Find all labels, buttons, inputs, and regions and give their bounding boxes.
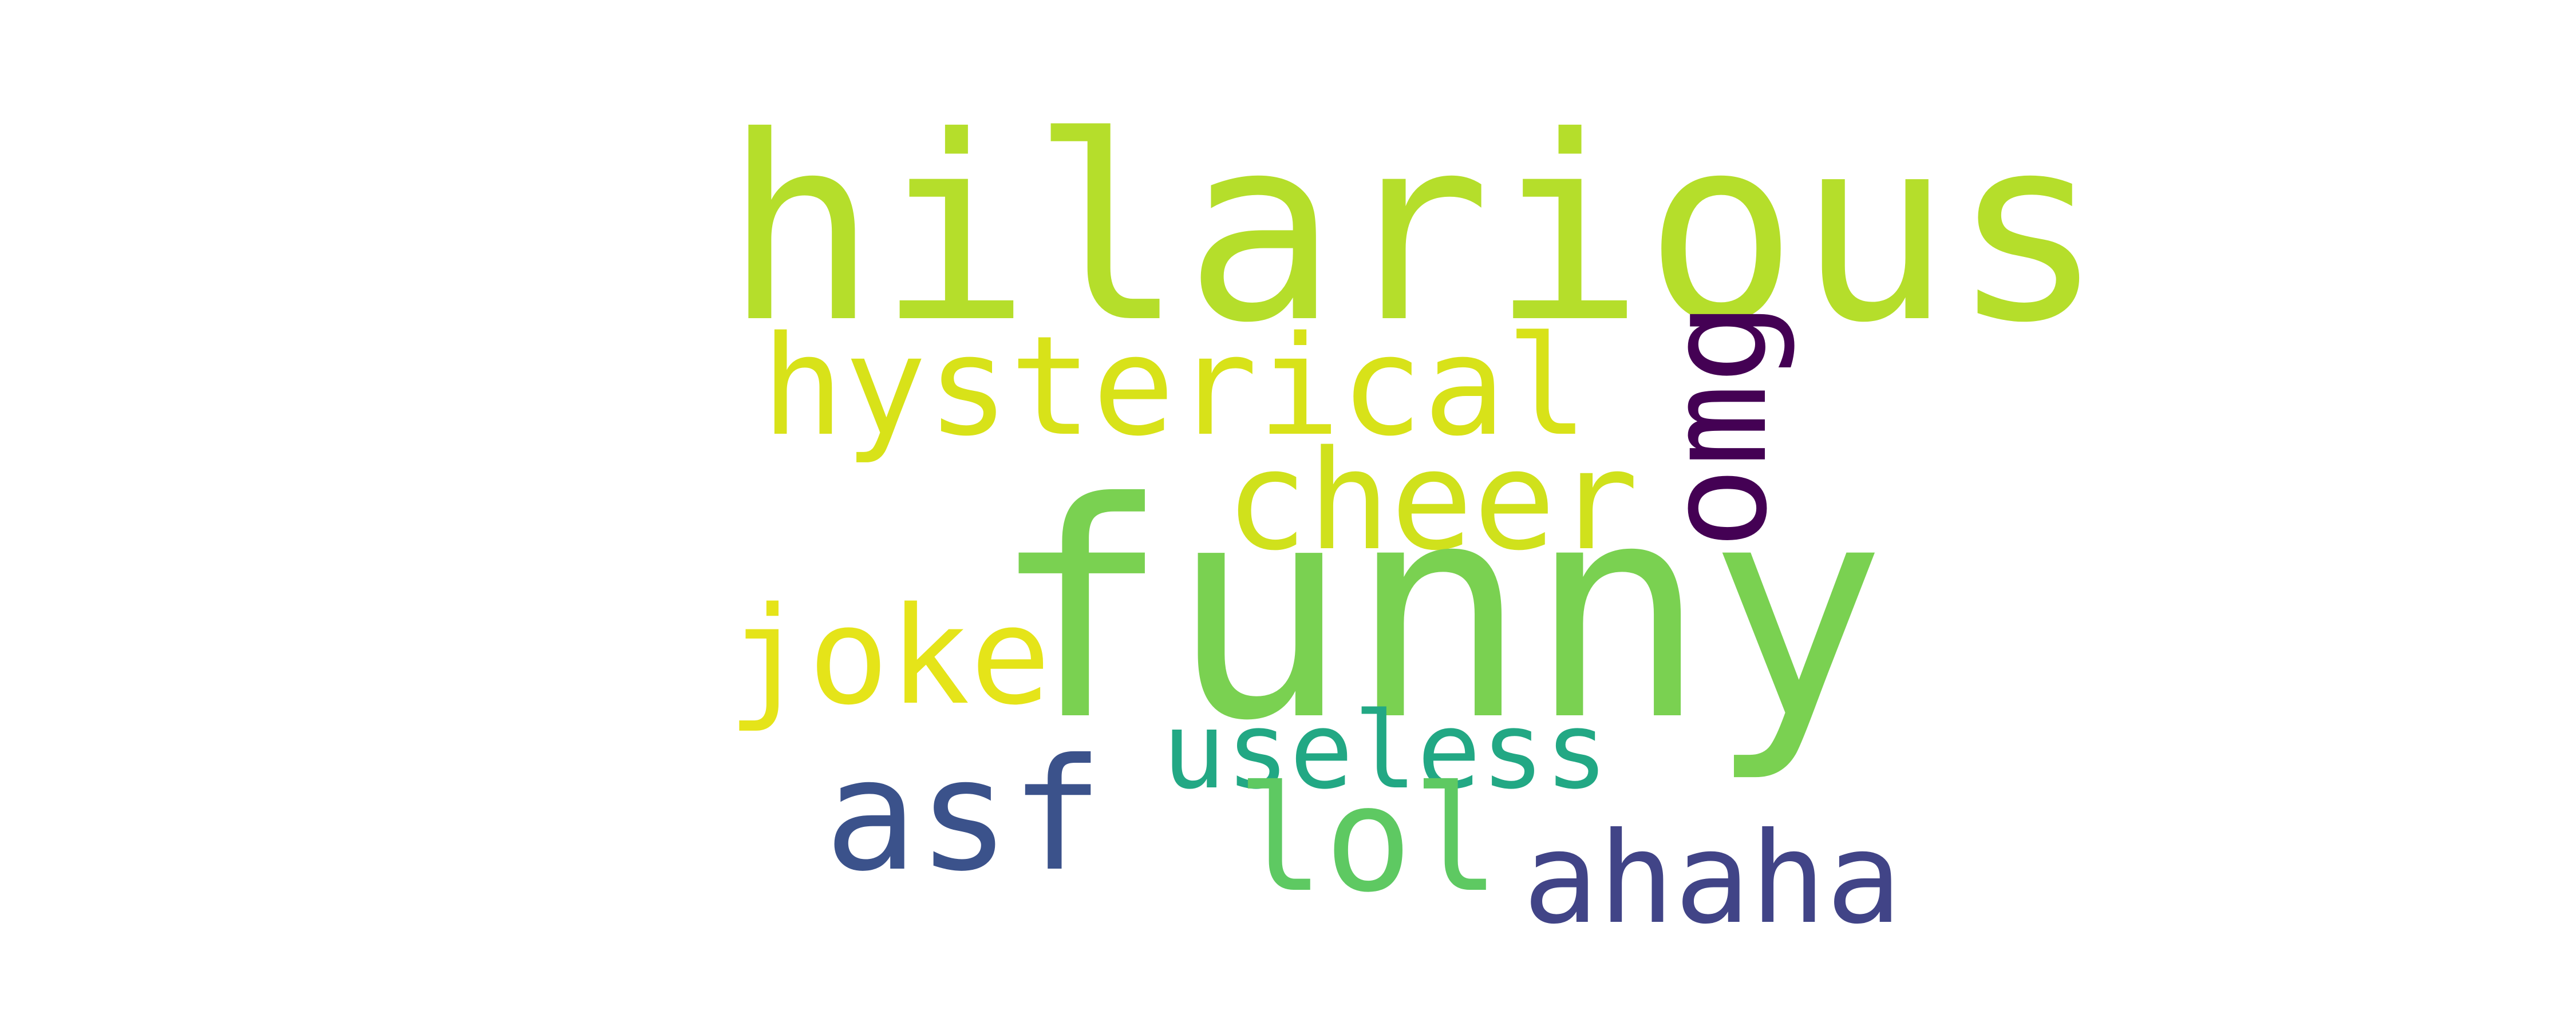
word-ahaha: ahaha: [1523, 805, 1902, 952]
word-joke: joke: [727, 579, 1051, 735]
word-lol: lol: [1236, 755, 1500, 925]
word-hysterical: hysterical: [761, 306, 1589, 466]
word-cheer: cheer: [1225, 421, 1639, 581]
word-asf: asf: [824, 725, 1104, 905]
word-hilarious: hilarious: [724, 82, 2105, 378]
word-funny: funny: [990, 439, 1887, 786]
word-useless: useless: [1162, 689, 1609, 813]
